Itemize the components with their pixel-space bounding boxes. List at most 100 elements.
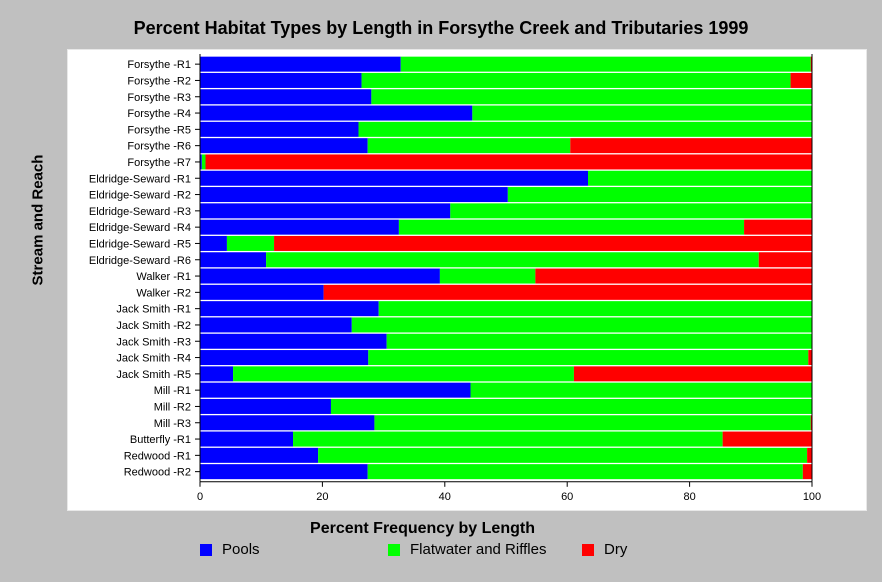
bar-pools-mill-r1 xyxy=(200,382,471,398)
bar-dry-jack-smith-r5 xyxy=(573,366,812,382)
bar-dry-forsythe-r6 xyxy=(570,138,812,154)
category-label-forsythe-r5: Forsythe -R5 xyxy=(127,124,191,136)
bar-pools-forsythe-r5 xyxy=(200,121,359,137)
category-label-butterfly-r1: Butterfly -R1 xyxy=(130,434,191,446)
bar-pools-mill-r2 xyxy=(200,398,331,414)
bar-pools-eldridge-seward-r3 xyxy=(200,203,451,219)
bar-dry-walker-r1 xyxy=(535,268,812,284)
bar-dry-jack-smith-r4 xyxy=(808,350,812,366)
bar-dry-eldridge-seward-r6 xyxy=(758,252,812,268)
category-label-forsythe-r6: Forsythe -R6 xyxy=(127,141,191,153)
bar-pools-jack-smith-r2 xyxy=(200,317,352,333)
bar-flatwater-and-riffles-eldridge-seward-r4 xyxy=(398,219,745,235)
legend: Pools Flatwater and Riffles Dry xyxy=(0,541,882,565)
category-label-walker-r1: Walker -R1 xyxy=(136,271,191,283)
category-label-jack-smith-r3: Jack Smith -R3 xyxy=(116,336,191,348)
bar-flatwater-and-riffles-jack-smith-r2 xyxy=(351,317,812,333)
x-tick-label-60: 60 xyxy=(561,491,573,503)
category-label-forsythe-r2: Forsythe -R2 xyxy=(127,75,191,87)
category-label-forsythe-r1: Forsythe -R1 xyxy=(127,59,191,71)
category-label-redwood-r2: Redwood -R2 xyxy=(124,467,191,479)
category-label-eldridge-seward-r5: Eldridge-Seward -R5 xyxy=(89,238,191,250)
bar-flatwater-and-riffles-forsythe-r7 xyxy=(201,154,206,170)
bar-dry-mill-r3 xyxy=(810,415,812,431)
bar-flatwater-and-riffles-eldridge-seward-r2 xyxy=(507,187,812,203)
x-tick-label-80: 80 xyxy=(683,491,695,503)
category-label-forsythe-r3: Forsythe -R3 xyxy=(127,92,191,104)
bar-pools-walker-r1 xyxy=(200,268,440,284)
legend-swatch-dry xyxy=(582,543,594,556)
bar-flatwater-and-riffles-jack-smith-r1 xyxy=(378,301,812,317)
legend-item-flatwater-riffles: Flatwater and Riffles xyxy=(388,541,546,558)
bar-pools-jack-smith-r5 xyxy=(200,366,234,382)
bar-pools-eldridge-seward-r1 xyxy=(200,170,589,186)
category-label-eldridge-seward-r6: Eldridge-Seward -R6 xyxy=(89,255,191,267)
bar-pools-forsythe-r3 xyxy=(200,89,372,105)
x-axis-label: Percent Frequency by Length xyxy=(310,520,535,537)
category-label-jack-smith-r1: Jack Smith -R1 xyxy=(116,304,191,316)
legend-label-flatwater-riffles: Flatwater and Riffles xyxy=(410,541,547,558)
category-label-eldridge-seward-r1: Eldridge-Seward -R1 xyxy=(89,173,191,185)
bar-pools-walker-r2 xyxy=(200,284,324,300)
bar-flatwater-and-riffles-redwood-r2 xyxy=(367,464,803,480)
category-label-redwood-r1: Redwood -R1 xyxy=(124,450,191,462)
bar-dry-forsythe-r7 xyxy=(205,154,812,170)
bar-flatwater-and-riffles-forsythe-r1 xyxy=(400,56,811,72)
category-label-forsythe-r7: Forsythe -R7 xyxy=(127,157,191,169)
bar-dry-redwood-r1 xyxy=(807,447,812,463)
bar-dry-forsythe-r2 xyxy=(790,72,812,88)
bar-pools-eldridge-seward-r4 xyxy=(200,219,399,235)
category-label-jack-smith-r4: Jack Smith -R4 xyxy=(116,353,191,365)
bar-pools-jack-smith-r1 xyxy=(200,301,379,317)
bar-flatwater-and-riffles-forsythe-r4 xyxy=(472,105,812,121)
legend-label-pools: Pools xyxy=(222,541,260,558)
x-tick-label-40: 40 xyxy=(439,491,451,503)
bar-pools-redwood-r1 xyxy=(200,447,319,463)
bar-flatwater-and-riffles-jack-smith-r3 xyxy=(386,333,812,349)
bar-pools-mill-r3 xyxy=(200,415,375,431)
bar-dry-redwood-r2 xyxy=(802,464,812,480)
bar-pools-forsythe-r2 xyxy=(200,72,362,88)
bar-flatwater-and-riffles-forsythe-r6 xyxy=(367,138,571,154)
bar-flatwater-and-riffles-jack-smith-r5 xyxy=(233,366,574,382)
bar-flatwater-and-riffles-redwood-r1 xyxy=(318,447,808,463)
bar-pools-forsythe-r6 xyxy=(200,138,368,154)
bar-flatwater-and-riffles-forsythe-r2 xyxy=(361,72,791,88)
x-tick-label-0: 0 xyxy=(197,491,203,503)
bar-pools-forsythe-r7 xyxy=(200,154,202,170)
bar-flatwater-and-riffles-forsythe-r3 xyxy=(371,89,812,105)
legend-swatch-flatwater-riffles xyxy=(388,543,400,556)
legend-item-pools: Pools xyxy=(200,541,260,558)
category-label-jack-smith-r2: Jack Smith -R2 xyxy=(116,320,191,332)
category-label-mill-r1: Mill -R1 xyxy=(154,385,191,397)
bar-dry-eldridge-seward-r5 xyxy=(274,235,812,251)
bar-pools-eldridge-seward-r6 xyxy=(200,252,267,268)
bar-pools-butterfly-r1 xyxy=(200,431,294,447)
bar-pools-redwood-r2 xyxy=(200,464,368,480)
category-label-mill-r3: Mill -R3 xyxy=(154,418,191,430)
bar-flatwater-and-riffles-butterfly-r1 xyxy=(293,431,723,447)
category-label-mill-r2: Mill -R2 xyxy=(154,401,191,413)
category-label-eldridge-seward-r3: Eldridge-Seward -R3 xyxy=(89,206,191,218)
bar-flatwater-and-riffles-walker-r1 xyxy=(439,268,536,284)
category-label-jack-smith-r5: Jack Smith -R5 xyxy=(116,369,191,381)
legend-item-dry: Dry xyxy=(582,541,627,558)
bar-pools-forsythe-r4 xyxy=(200,105,473,121)
category-label-eldridge-seward-r4: Eldridge-Seward -R4 xyxy=(89,222,191,234)
bar-flatwater-and-riffles-eldridge-seward-r3 xyxy=(450,203,812,219)
bar-flatwater-and-riffles-mill-r2 xyxy=(330,398,812,414)
bar-flatwater-and-riffles-mill-r1 xyxy=(470,382,812,398)
bar-dry-forsythe-r1 xyxy=(810,56,812,72)
category-label-forsythe-r4: Forsythe -R4 xyxy=(127,108,191,120)
bar-dry-butterfly-r1 xyxy=(722,431,812,447)
bar-flatwater-and-riffles-eldridge-seward-r1 xyxy=(588,170,812,186)
bar-flatwater-and-riffles-jack-smith-r4 xyxy=(368,350,809,366)
bar-pools-forsythe-r1 xyxy=(200,56,401,72)
legend-label-dry: Dry xyxy=(604,541,628,558)
chart-title: Percent Habitat Types by Length in Forsy… xyxy=(133,18,749,38)
bar-flatwater-and-riffles-forsythe-r5 xyxy=(358,121,812,137)
bar-flatwater-and-riffles-eldridge-seward-r5 xyxy=(226,235,275,251)
category-label-eldridge-seward-r2: Eldridge-Seward -R2 xyxy=(89,190,191,202)
